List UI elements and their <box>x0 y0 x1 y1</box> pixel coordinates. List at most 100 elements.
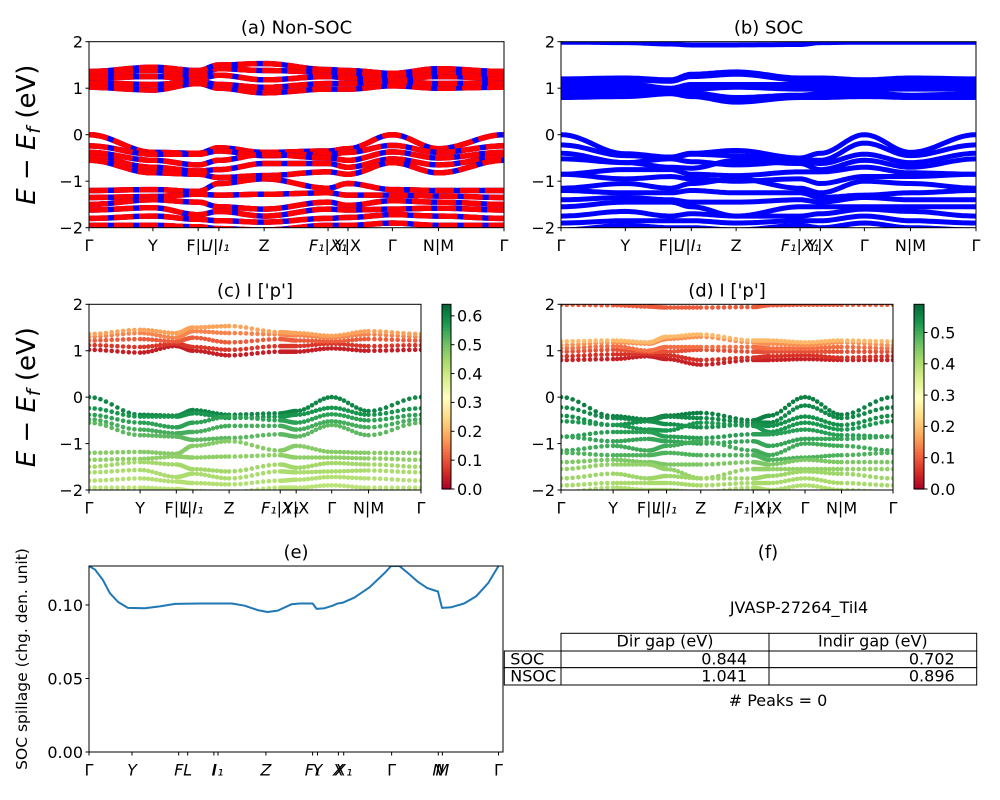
band-point <box>790 466 796 472</box>
band-point <box>599 430 604 435</box>
band-point <box>377 329 383 334</box>
band-point <box>232 414 238 420</box>
band-point <box>733 336 738 342</box>
band-point <box>162 330 167 335</box>
y-tick-label: 1 <box>545 79 555 98</box>
band-point <box>137 459 143 465</box>
band-point <box>309 403 315 408</box>
band-point <box>115 349 120 354</box>
k-point-label: F <box>174 761 184 780</box>
band-point <box>733 348 738 354</box>
band-point <box>671 353 677 359</box>
band-point <box>255 472 260 477</box>
colorbar-segment <box>442 387 451 392</box>
band-point <box>329 469 334 474</box>
band-point <box>418 394 421 400</box>
band-point <box>266 463 272 468</box>
band-point <box>739 355 744 361</box>
band-point <box>671 439 677 444</box>
band-point <box>638 429 644 435</box>
band-point <box>698 357 704 363</box>
band-point <box>162 334 167 339</box>
band-point <box>694 344 700 350</box>
band-point <box>823 430 828 436</box>
band-point <box>638 462 644 467</box>
band-point <box>850 426 856 431</box>
band-point <box>301 464 307 470</box>
band-point <box>581 436 587 441</box>
band-point <box>297 427 303 432</box>
band-point <box>341 398 347 403</box>
band-point <box>366 348 371 353</box>
band-point <box>835 304 840 308</box>
colorbar-segment <box>914 416 924 421</box>
band-point <box>638 487 644 490</box>
band-point <box>92 450 97 456</box>
band-point <box>716 333 721 339</box>
band-point <box>561 483 564 488</box>
band-point <box>407 406 412 412</box>
colorbar-segment <box>914 321 924 326</box>
band-point <box>845 412 850 417</box>
band-point <box>827 412 832 418</box>
band-point <box>89 420 92 425</box>
band-line <box>89 176 504 195</box>
band-point <box>313 342 319 347</box>
band-point <box>782 456 788 462</box>
band-point <box>210 410 216 416</box>
band-point <box>214 411 220 416</box>
band-point <box>115 468 120 474</box>
band-point <box>202 336 208 342</box>
band-point <box>862 411 867 416</box>
band-point <box>835 355 840 360</box>
band-point <box>313 455 319 460</box>
band-point <box>806 420 812 426</box>
band-point <box>109 485 115 490</box>
band-point <box>301 419 307 424</box>
band-point <box>238 435 243 440</box>
band-point <box>850 355 856 360</box>
band-point <box>721 461 727 466</box>
band-point <box>149 331 155 337</box>
band-point <box>98 421 103 427</box>
k-point-label: I|I₁ <box>656 499 677 518</box>
y-axis-label-subscript: f <box>23 386 45 396</box>
band-point <box>141 420 147 426</box>
band-point <box>153 455 159 461</box>
band-point <box>194 455 200 460</box>
band-point <box>721 360 727 365</box>
band-point <box>614 343 620 349</box>
band-point <box>642 480 647 486</box>
band-point <box>337 412 343 418</box>
band-point <box>605 480 610 486</box>
band-point <box>354 410 359 416</box>
band-point <box>831 414 836 419</box>
band-point <box>839 452 844 458</box>
band-point <box>570 357 575 363</box>
band-point <box>845 466 850 472</box>
band-point <box>867 451 873 457</box>
band-point <box>806 353 812 358</box>
band-line <box>561 176 976 196</box>
band-point <box>778 456 784 462</box>
band-point <box>856 425 861 430</box>
band-point <box>782 346 788 351</box>
band-point <box>733 419 738 424</box>
band-point <box>873 466 879 472</box>
k-point-label: Γ <box>500 236 509 255</box>
band-point <box>153 328 159 334</box>
band-point <box>153 450 159 455</box>
band-point <box>634 429 640 435</box>
band-point <box>226 414 232 419</box>
k-point-label: Y <box>619 236 630 255</box>
band-point <box>716 461 721 467</box>
band-point <box>839 432 844 438</box>
band-point <box>389 485 395 490</box>
band-point <box>610 485 616 490</box>
k-point-label: Γ <box>889 499 898 518</box>
k-point-label: Y|X <box>282 499 309 518</box>
band-point <box>610 457 616 463</box>
band-point <box>341 413 347 419</box>
band-point <box>313 484 319 489</box>
band-point <box>206 337 212 342</box>
